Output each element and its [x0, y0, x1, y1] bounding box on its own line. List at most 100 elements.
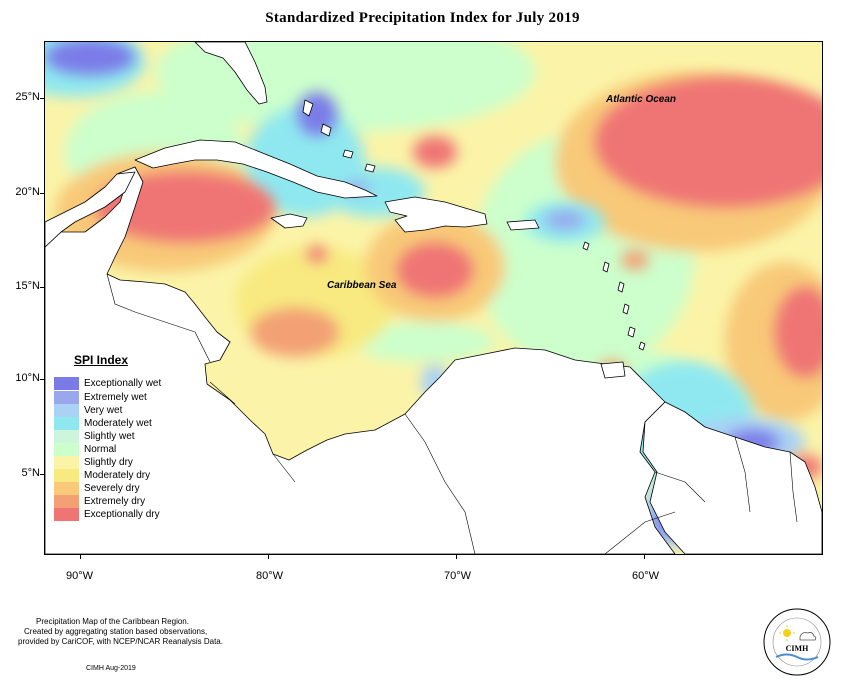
legend-swatch — [54, 430, 79, 443]
lon-label-70w: 70°W — [444, 570, 472, 582]
border-suriname-guiana — [789, 451, 798, 523]
map-title: Standardized Precipitation Index for Jul… — [265, 10, 580, 26]
legend-label: Very wet — [84, 405, 123, 416]
field-excdry-atlantic — [595, 77, 822, 207]
lat-label-25n: 25°N — [15, 91, 40, 103]
wave-icon — [775, 653, 819, 661]
legend-item-exceptionally-dry: Exceptionally dry — [52, 508, 192, 522]
legend-swatch — [54, 482, 79, 495]
border-colombia-venezuela — [404, 413, 476, 554]
border-honduras — [134, 311, 196, 333]
field-extwet-pr — [545, 211, 585, 229]
land-antilles-2 — [602, 261, 610, 273]
field-excdry-east — [775, 287, 822, 377]
legend-item-slightly-wet: Slightly wet — [52, 430, 192, 444]
land-cuba — [134, 139, 378, 199]
legend-item-moderately-wet: Moderately wet — [52, 417, 192, 431]
field-extdry-lesser — [621, 250, 649, 270]
legend-label: Extremely dry — [84, 496, 146, 507]
legend-item-severely-dry: Severely dry — [52, 482, 192, 496]
lon-label-80w: 80°W — [256, 570, 284, 582]
field-excwet-nw — [45, 42, 135, 75]
legend-title: SPI Index — [74, 353, 129, 367]
border-guatemala — [106, 273, 136, 313]
credit-text: CIMH Aug-2019 — [86, 665, 136, 672]
lon-tick-80w — [268, 554, 269, 559]
cimh-logo: CIMH — [763, 608, 831, 676]
footer-line: provided by CariCOF, with NCEP/NCAR Rean… — [18, 637, 223, 646]
spi-map — [44, 41, 823, 555]
land-yucatan — [45, 171, 136, 248]
lat-label-20n: 20°N — [15, 186, 40, 198]
land-south-america — [642, 401, 822, 554]
land-bahamas-1 — [302, 99, 314, 117]
lat-tick-10n — [40, 379, 45, 380]
lat-tick-5n — [40, 474, 45, 475]
legend-item-slightly-dry: Slightly dry — [52, 456, 192, 470]
legend-swatch — [54, 391, 79, 404]
legend-label: Normal — [84, 444, 117, 455]
land-florida — [194, 42, 268, 105]
land-bahamas-2 — [320, 123, 332, 137]
legend-item-extremely-dry: Extremely dry — [52, 495, 192, 509]
legend-item-very-wet: Very wet — [52, 404, 192, 418]
border-venezuela-guyana — [654, 471, 706, 503]
legend-label: Slightly dry — [84, 457, 133, 468]
land-puerto-rico — [506, 219, 540, 231]
footer-notes: Precipitation Map of the Caribbean Regio… — [18, 617, 223, 647]
land-jamaica — [270, 213, 308, 229]
land-trinidad — [600, 361, 626, 379]
legend-swatch — [54, 443, 79, 456]
lon-tick-60w — [644, 554, 645, 559]
lat-tick-15n — [40, 287, 45, 288]
field-normal-central — [355, 322, 495, 362]
spi-map-canvas — [45, 42, 822, 554]
lon-label-60w: 60°W — [632, 570, 660, 582]
lat-label-15n: 15°N — [15, 280, 40, 292]
footer-line: Created by aggregating station based obs… — [24, 627, 208, 636]
legend-swatch — [54, 469, 79, 482]
border-costa-rica — [209, 381, 236, 405]
legend-swatch — [54, 417, 79, 430]
lon-tick-90w — [80, 554, 81, 559]
land-antilles-6 — [638, 341, 646, 351]
legend-item-moderately-dry: Moderately dry — [52, 469, 192, 483]
lat-tick-20n — [40, 193, 45, 194]
land-bahamas-4 — [364, 163, 376, 173]
land-antilles-4 — [622, 303, 630, 315]
legend-label: Severely dry — [84, 483, 140, 494]
field-extdry-west — [250, 307, 340, 357]
cloud-icon — [799, 632, 817, 641]
label-caribbean-sea: Caribbean Sea — [327, 280, 397, 291]
legend-label: Exceptionally wet — [84, 378, 162, 389]
lat-tick-25n — [40, 98, 45, 99]
field-excdry-bahamas — [413, 136, 457, 168]
land-bahamas-3 — [342, 149, 354, 159]
land-hispaniola — [384, 196, 488, 233]
land-central-america — [45, 166, 676, 554]
field-excdry-small — [307, 246, 327, 262]
border-venezuela-brazil — [604, 511, 676, 554]
legend-label: Moderately dry — [84, 470, 151, 481]
legend-label: Moderately wet — [84, 418, 152, 429]
lon-label-90w: 90°W — [66, 570, 94, 582]
legend-swatch — [54, 495, 79, 508]
legend-label: Exceptionally dry — [84, 509, 160, 520]
border-panama-colombia — [272, 453, 296, 483]
footer-line: Precipitation Map of the Caribbean Regio… — [36, 617, 189, 626]
legend-swatch — [54, 404, 79, 417]
legend-swatch — [54, 508, 79, 521]
legend-label: Slightly wet — [84, 431, 135, 442]
sun-icon — [783, 629, 791, 637]
border-guyana-suriname — [734, 436, 751, 513]
field-excdry-central — [397, 243, 473, 297]
legend-swatch — [54, 456, 79, 469]
logo-text: CIMH — [786, 644, 809, 653]
lat-label-5n: 5°N — [21, 467, 40, 479]
land-antilles-3 — [617, 281, 625, 293]
legend-label: Extremely wet — [84, 392, 147, 403]
lat-label-10n: 10°N — [15, 372, 40, 384]
land-antilles-1 — [582, 241, 590, 251]
legend-item-extremely-wet: Extremely wet — [52, 391, 192, 405]
lon-tick-70w — [456, 554, 457, 559]
